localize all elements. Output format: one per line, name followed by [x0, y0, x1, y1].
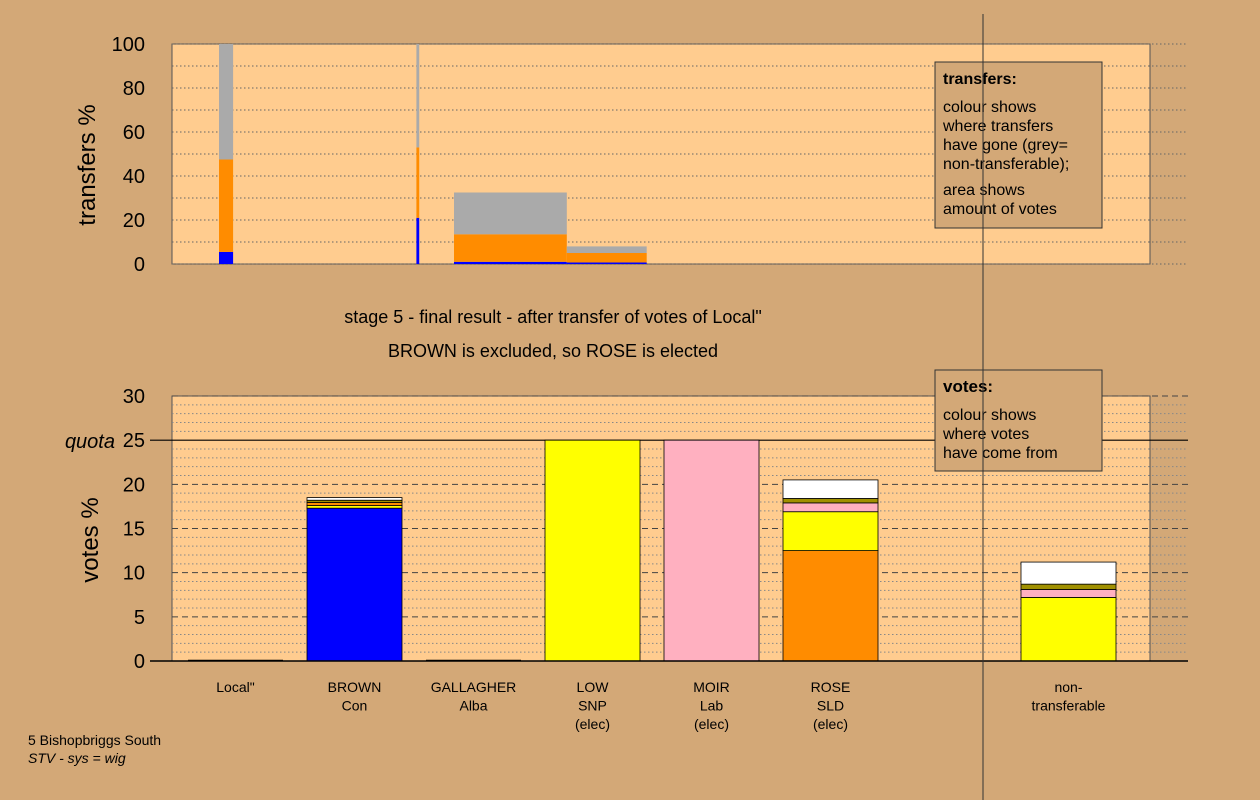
votes-bar-segment-white [306, 497, 403, 501]
transfers-bar-segment-blue [219, 251, 234, 264]
votes-y-tick-label: 5 [134, 607, 145, 629]
transfers-bar-segment-grey [454, 192, 567, 235]
votes-note-line: where votes [942, 426, 1029, 443]
votes-category-label: non- [1054, 679, 1082, 695]
votes-category-label: Con [342, 698, 368, 714]
transfers-note-box: transfers: colour shows where transfers … [934, 61, 1103, 229]
transfers-bar-segment-blue [416, 217, 420, 264]
votes-note-title: votes: [943, 377, 993, 396]
votes-bar-segment-yellow [782, 511, 879, 551]
votes-y-ticks: 0 5 10 15 20 25 30 [123, 386, 145, 673]
votes-category-label: Local" [216, 679, 254, 695]
transfers-grid [172, 43, 1188, 265]
transfers-bar-segment-orange [454, 234, 567, 262]
votes-bar-segment-pink [663, 439, 760, 662]
votes-category-label: Lab [700, 698, 724, 714]
votes-y-axis-label: votes % [77, 497, 104, 582]
transfers-bar-segment-blue [454, 261, 567, 264]
votes-y-tick-label: 25 [123, 430, 145, 452]
votes-note-line: colour shows [943, 407, 1036, 424]
votes-bar-segment-orange [306, 502, 403, 506]
votes-bar-segment-yellow [544, 439, 641, 662]
footer-ward-name: 5 Bishopbriggs South [28, 732, 161, 748]
transfers-y-tick-label: 40 [123, 166, 145, 188]
transfers-bar-segment-grey [566, 246, 647, 253]
votes-bar-segment-white [782, 479, 879, 499]
transfers-y-ticks: 0 20 40 60 80 100 [112, 34, 145, 276]
transfers-bar-segment-orange [566, 253, 647, 263]
votes-category-label: LOW [577, 679, 610, 695]
votes-category-label: (elec) [575, 716, 610, 732]
transfers-bar-segment-grey [416, 44, 420, 148]
votes-note-line: have come from [943, 445, 1058, 462]
transfers-note-line: where transfers [942, 118, 1053, 135]
votes-note-box: votes: colour shows where votes have com… [934, 369, 1103, 472]
transfers-bar-segment-blue [566, 262, 647, 264]
transfers-y-axis-label: transfers % [74, 104, 101, 225]
votes-bar-segment-pink [782, 502, 879, 513]
transfers-bar-segment-orange [219, 159, 234, 252]
transfers-note-line: colour shows [943, 99, 1036, 116]
votes-category-label: GALLAGHER [431, 679, 517, 695]
transfers-bars [219, 44, 647, 264]
votes-bar-segment-olive [782, 498, 879, 504]
votes-y-tick-label: 0 [134, 651, 145, 673]
votes-category-label: ROSE [811, 679, 851, 695]
votes-chart: 0 5 10 15 20 25 30 Local" BROWN Con GALLAGHER Alba… [65, 369, 1188, 732]
transfers-note-line: amount of votes [943, 201, 1057, 218]
votes-y-tick-label: 20 [123, 474, 145, 496]
votes-category-label: BROWN [328, 679, 382, 695]
transfers-note-title: transfers: [943, 71, 1017, 88]
votes-bar-segment-olive [1020, 583, 1117, 590]
votes-category-label: Alba [459, 698, 487, 714]
transfers-note-line: area shows [943, 182, 1025, 199]
transfers-note-line: have gone (grey= [943, 137, 1068, 154]
transfers-y-tick-label: 80 [123, 78, 145, 100]
votes-category-label: MOIR [693, 679, 730, 695]
votes-bar-segment-blue [306, 507, 403, 662]
votes-category-label: SLD [817, 698, 844, 714]
votes-category-labels: Local" BROWN Con GALLAGHER Alba LOW SNP (elec) M… [216, 679, 1105, 732]
footer-system: STV - sys = wig [28, 750, 126, 766]
transfers-bar-segment-grey [219, 44, 234, 160]
votes-category-label: (elec) [813, 716, 848, 732]
votes-category-label: transferable [1032, 698, 1106, 714]
votes-y-tick-label: 10 [123, 563, 145, 585]
quota-label: quota [65, 431, 115, 453]
votes-category-label: (elec) [694, 716, 729, 732]
transfers-y-tick-label: 100 [112, 34, 145, 56]
transfers-note-line: non-transferable); [943, 156, 1069, 173]
transfers-bar-segment-orange [416, 147, 420, 218]
votes-bar-segment-pink [1020, 589, 1117, 598]
votes-y-tick-label: 15 [123, 519, 145, 541]
stage-title-line-1: stage 5 - final result - after transfer … [344, 307, 762, 327]
votes-category-label: SNP [578, 698, 607, 714]
votes-bar-segment-orange [782, 550, 879, 662]
votes-y-tick-label: 30 [123, 386, 145, 408]
transfers-y-tick-label: 60 [123, 122, 145, 144]
stage-title-line-2: BROWN is excluded, so ROSE is elected [388, 341, 718, 361]
transfers-y-tick-label: 0 [134, 254, 145, 276]
transfers-y-tick-label: 20 [123, 210, 145, 232]
votes-bar-segment-white [1020, 561, 1117, 585]
votes-bars [188, 439, 1117, 662]
transfers-chart: 0 20 40 60 80 100 transfers % transfers: colo… [74, 34, 1188, 276]
votes-bar-segment-yellow [1020, 597, 1117, 662]
